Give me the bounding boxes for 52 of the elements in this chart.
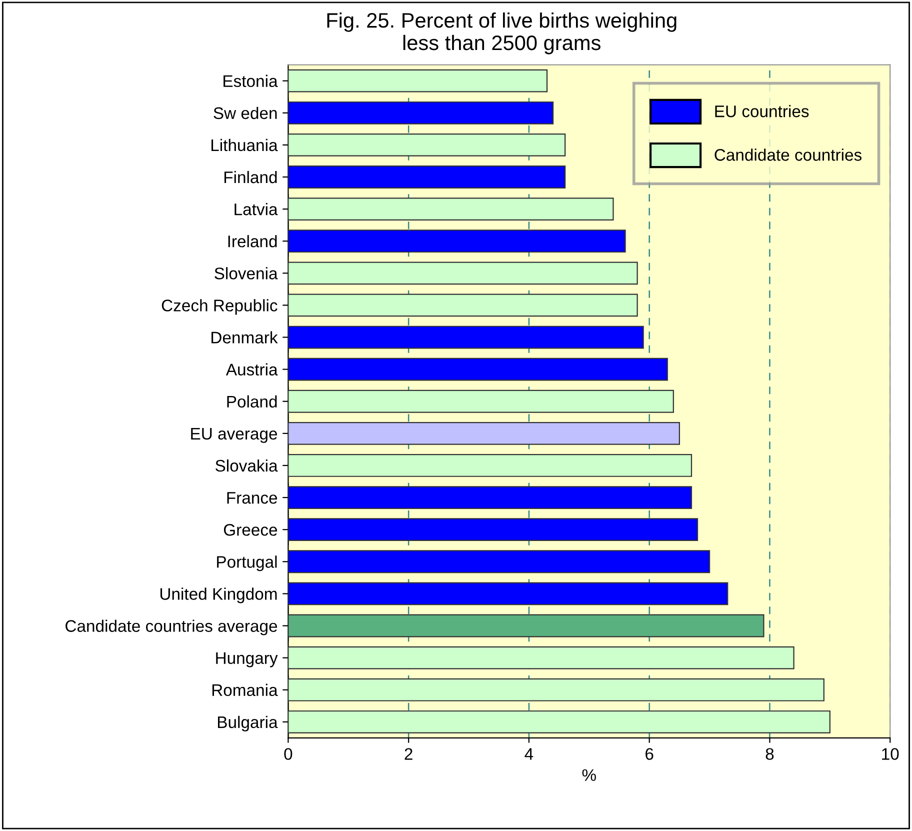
y-tick-label: Slovakia	[216, 459, 278, 472]
y-tick-label: Ireland	[228, 235, 277, 248]
y-tick-label: Denmark	[212, 331, 278, 344]
x-axis-title: %	[582, 769, 596, 781]
y-tick-label: France	[227, 492, 278, 504]
bar	[288, 101, 554, 124]
bar	[288, 230, 626, 253]
y-tick-label: Candidate countries average	[66, 620, 278, 636]
y-tick-label: Austria	[226, 363, 278, 376]
y-tick-label: Romania	[212, 684, 278, 696]
bar	[288, 454, 692, 477]
bar	[288, 582, 728, 606]
bar	[288, 294, 638, 317]
chart-title: Fig. 25. Percent of live births weighing less than 2500 grams	[327, 12, 676, 54]
y-tick-label: Poland	[227, 395, 277, 408]
bar	[288, 262, 638, 285]
y-tick-label: Hungary	[216, 652, 278, 668]
bar	[288, 133, 566, 156]
bar	[288, 69, 548, 92]
y-tick-label: Czech Republic	[162, 299, 278, 315]
y-tick-label: United Kingdom	[160, 588, 277, 604]
legend-label: Candidate countries	[714, 148, 862, 161]
bar	[288, 422, 680, 445]
bar	[288, 390, 674, 413]
bar	[288, 198, 614, 221]
x-tick-label: 8	[766, 748, 774, 760]
bar	[288, 710, 830, 734]
y-tick-label: Estonia	[224, 74, 278, 88]
y-tick-label: Sw eden	[214, 106, 277, 120]
bar	[288, 358, 668, 381]
bar	[288, 166, 566, 188]
legend-label: EU countries	[715, 105, 809, 118]
y-tick-label: Latvia	[234, 203, 278, 216]
x-tick-label: 6	[646, 748, 654, 760]
x-tick-label: 0	[284, 748, 292, 760]
y-tick-label: Finland	[224, 170, 277, 184]
bar	[288, 326, 644, 349]
bar	[288, 614, 764, 638]
y-tick-label: Portugal	[217, 556, 277, 572]
y-tick-label: Lithuania	[211, 138, 278, 152]
bar	[288, 486, 692, 509]
bar	[288, 646, 794, 670]
bar	[288, 678, 824, 702]
bar	[288, 518, 698, 542]
bar	[288, 550, 710, 574]
x-tick-label: 10	[882, 748, 899, 760]
x-tick-label: 4	[524, 748, 534, 760]
y-tick-label: EU average	[191, 428, 278, 443]
y-tick-label: Slovenia	[214, 267, 278, 280]
y-tick-label: Greece	[224, 524, 278, 536]
x-tick-label: 2	[404, 748, 412, 760]
y-tick-label: Bulgaria	[218, 716, 278, 732]
